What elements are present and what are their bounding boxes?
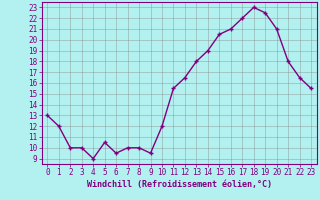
X-axis label: Windchill (Refroidissement éolien,°C): Windchill (Refroidissement éolien,°C) [87, 180, 272, 189]
